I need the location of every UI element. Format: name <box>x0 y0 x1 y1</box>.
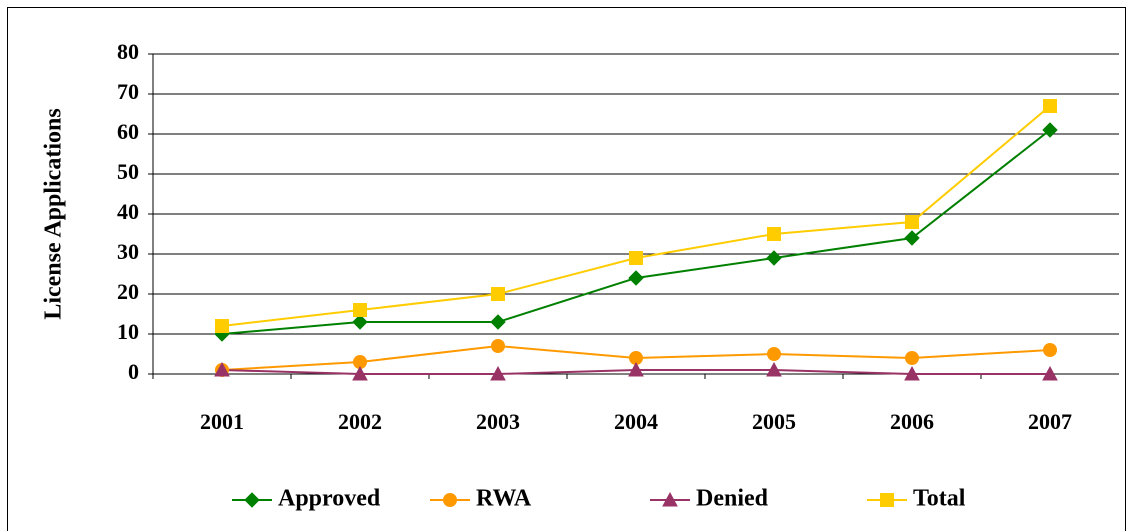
data-point <box>491 339 505 353</box>
data-point <box>904 365 920 381</box>
data-point <box>1042 122 1058 138</box>
y-tick-label: 30 <box>117 239 139 264</box>
series-line <box>221 105 1051 327</box>
data-point <box>905 215 919 229</box>
data-point <box>491 287 505 301</box>
data-point <box>767 227 781 241</box>
x-tick-label: 2002 <box>338 409 382 434</box>
data-point <box>628 270 644 286</box>
legend-label: RWA <box>476 486 532 512</box>
x-tick-label: 2006 <box>890 409 934 434</box>
y-tick-label: 0 <box>128 359 139 384</box>
data-point <box>1043 99 1057 113</box>
data-point <box>629 251 643 265</box>
chart-border <box>7 7 1126 531</box>
legend-label: Denied <box>696 486 769 512</box>
legend-marker <box>443 493 457 507</box>
data-point <box>490 314 506 330</box>
data-point <box>904 230 920 246</box>
x-tick-label: 2001 <box>200 409 244 434</box>
data-point <box>352 365 368 381</box>
legend-marker <box>244 492 260 508</box>
y-tick-label: 60 <box>117 119 139 144</box>
x-tick-label: 2004 <box>614 409 658 434</box>
legend-label: Total <box>913 486 966 512</box>
legend-marker <box>880 493 894 507</box>
data-point <box>214 361 230 377</box>
x-tick-label: 2005 <box>752 409 796 434</box>
y-tick-label: 20 <box>117 279 139 304</box>
y-tick-label: 70 <box>117 79 139 104</box>
series-line <box>221 129 1051 335</box>
y-tick-label: 40 <box>117 199 139 224</box>
data-point <box>1042 365 1058 381</box>
legend-marker <box>662 491 678 507</box>
y-tick-label: 10 <box>117 319 139 344</box>
y-axis-label: License Applications <box>41 108 67 319</box>
y-tick-label: 80 <box>117 39 139 64</box>
data-point <box>1043 343 1057 357</box>
data-point <box>353 303 367 317</box>
data-point <box>767 347 781 361</box>
data-point <box>766 250 782 266</box>
data-point <box>352 314 368 330</box>
x-tick-label: 2003 <box>476 409 520 434</box>
data-point <box>215 319 229 333</box>
x-tick-label: 2007 <box>1028 409 1072 434</box>
data-point <box>628 361 644 377</box>
data-point <box>766 361 782 377</box>
y-tick-label: 50 <box>117 159 139 184</box>
data-point <box>490 365 506 381</box>
data-point <box>905 351 919 365</box>
legend-label: Approved <box>278 486 381 512</box>
